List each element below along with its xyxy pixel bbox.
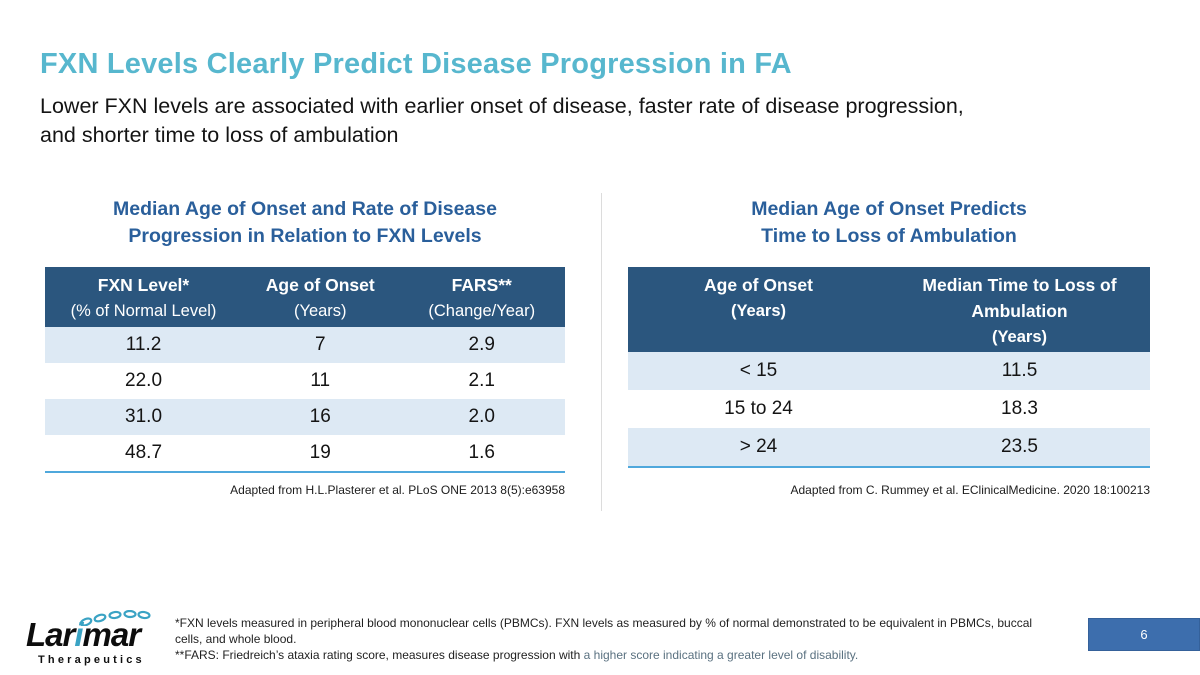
table-cell: 48.7 — [125, 442, 163, 463]
table-cell: > 24 — [739, 436, 778, 457]
ambulation-table: Age of Onset (Years) Median Time to Loss… — [628, 267, 1150, 468]
right-panel-heading: Median Age of Onset Predicts Time to Los… — [628, 196, 1150, 250]
table-cell: 11.5 — [1001, 360, 1038, 381]
table-header-row: Age of Onset (Years) Median Time to Loss… — [628, 267, 1150, 352]
logo-subtitle: Therapeutics — [38, 654, 145, 666]
header-title: Median Time to Loss of Ambulation — [922, 275, 1117, 321]
table-row: > 24 23.5 — [628, 428, 1150, 467]
table-cell: 15 to 24 — [724, 398, 793, 419]
right-heading-line-2: Time to Loss of Ambulation — [761, 225, 1017, 247]
slide-subtitle: Lower FXN levels are associated with ear… — [40, 92, 1050, 150]
footnote-2-tail: a higher score indicating a greater leve… — [583, 648, 859, 662]
slide-title: FXN Levels Clearly Predict Disease Progr… — [40, 48, 792, 80]
header-title: FARS** — [451, 275, 512, 295]
table-cell: 22.0 — [125, 370, 163, 391]
left-table-source: Adapted from H.L.Plasterer et al. PLoS O… — [230, 483, 565, 497]
footnote-1: *FXN levels measured in peripheral blood… — [175, 616, 1033, 646]
table-cell: 7 — [314, 334, 326, 355]
page-number: 6 — [1140, 627, 1148, 642]
header-sub: (% of Normal Level) — [70, 302, 217, 320]
header-cell-fars: FARS** (Change/Year) — [398, 267, 565, 327]
slide-footer: Larimar Therapeutics *FXN levels measure… — [0, 605, 1200, 675]
table-cell: 11 — [310, 370, 331, 391]
table-row: < 15 11.5 — [628, 352, 1150, 390]
header-sub: (Years) — [991, 328, 1048, 346]
left-heading-line-2: Progression in Relation to FXN Levels — [128, 225, 482, 247]
logo-wordmark: Larimar — [26, 616, 142, 654]
right-panel: Median Age of Onset Predicts Time to Los… — [628, 196, 1150, 497]
logo-part-2: mar — [82, 616, 142, 653]
table-row: 22.0 11 2.1 — [45, 363, 565, 399]
table-row: 15 to 24 18.3 — [628, 390, 1150, 428]
table-cell: 18.3 — [1001, 398, 1038, 419]
right-heading-line-1: Median Age of Onset Predicts — [751, 198, 1027, 220]
table-cell: 23.5 — [1001, 436, 1038, 457]
footnote-2-main: **FARS: Friedreich’s ataxia rating score… — [175, 648, 584, 662]
table-cell: 11.2 — [125, 334, 162, 355]
table-cell: 16 — [309, 406, 331, 427]
subtitle-line-2: and shorter time to loss of ambulation — [40, 123, 399, 147]
page-number-badge: 6 — [1088, 618, 1200, 651]
table-row: 31.0 16 2.0 — [45, 399, 565, 435]
table-header-row: FXN Level* (% of Normal Level) Age of On… — [45, 267, 565, 327]
header-title: Age of Onset — [704, 275, 813, 295]
header-title: Age of Onset — [265, 275, 375, 295]
table-cell: 2.9 — [468, 334, 495, 355]
logo-chain-icon — [79, 610, 151, 626]
header-cell-fxn-level: FXN Level* (% of Normal Level) — [45, 267, 243, 327]
table-cell: 31.0 — [125, 406, 163, 427]
header-cell-median-time-loa: Median Time to Loss of Ambulation (Years… — [889, 267, 1150, 352]
table-cell: 1.6 — [468, 442, 495, 463]
header-cell-age-of-onset: Age of Onset (Years) — [628, 267, 889, 352]
table-cell: 2.0 — [468, 406, 495, 427]
larimar-logo: Larimar Therapeutics — [24, 610, 174, 668]
table-cell: 2.1 — [468, 370, 495, 391]
logo-accent-letter: i — [74, 616, 83, 653]
left-heading-line-1: Median Age of Onset and Rate of Disease — [113, 198, 497, 220]
subtitle-line-1: Lower FXN levels are associated with ear… — [40, 94, 964, 118]
panel-divider — [601, 193, 602, 511]
table-cell: < 15 — [739, 360, 778, 381]
header-sub: (Years) — [293, 302, 347, 320]
table-row: 11.2 7 2.9 — [45, 327, 565, 363]
header-sub: (Change/Year) — [428, 302, 536, 320]
footnote-2: **FARS: Friedreich’s ataxia rating score… — [175, 648, 1060, 664]
table-row: 48.7 19 1.6 — [45, 435, 565, 472]
header-cell-age-of-onset: Age of Onset (Years) — [242, 267, 399, 327]
left-panel: Median Age of Onset and Rate of Disease … — [45, 196, 565, 497]
left-panel-heading: Median Age of Onset and Rate of Disease … — [45, 196, 565, 250]
header-title: FXN Level* — [97, 275, 190, 295]
footnotes: *FXN levels measured in peripheral blood… — [175, 616, 1060, 665]
table-cell: 19 — [309, 442, 331, 463]
header-sub: (Years) — [730, 302, 787, 320]
right-table-source: Adapted from C. Rummey et al. EClinicalM… — [790, 483, 1150, 497]
logo-part-1: Lar — [26, 616, 75, 653]
fxn-levels-table: FXN Level* (% of Normal Level) Age of On… — [45, 267, 565, 473]
